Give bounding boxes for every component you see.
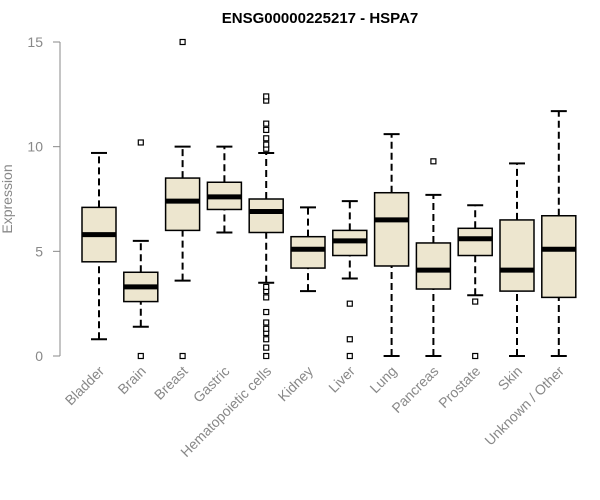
- outlier-point: [179, 38, 186, 46]
- y-axis: 0 5 10 15: [27, 34, 61, 364]
- outlier-point: [472, 298, 479, 305]
- x-tick-label: Unknown / Other: [481, 363, 567, 449]
- y-tick-label: 5: [35, 243, 43, 259]
- box-11: [499, 162, 535, 357]
- outlier-point: [263, 141, 270, 148]
- outlier-point: [263, 308, 270, 316]
- outlier-point: [263, 336, 270, 343]
- x-tick-label: Liver: [325, 363, 358, 396]
- box-9: [415, 158, 452, 357]
- box-5: [248, 93, 284, 360]
- y-tick-label: 15: [27, 34, 43, 50]
- outlier-point: [263, 344, 270, 351]
- outlier-point: [263, 352, 270, 360]
- y-tick-label: 10: [27, 139, 43, 155]
- iqr-box: [290, 235, 326, 269]
- outlier-point: [263, 283, 270, 291]
- iqr-box: [499, 219, 535, 292]
- x-tick-label: Prostate: [435, 363, 483, 411]
- x-tick-label: Breast: [151, 363, 191, 403]
- outlier-point: [346, 300, 353, 307]
- outlier-point: [263, 120, 270, 127]
- box-4: [206, 145, 243, 234]
- x-tick-label: Lung: [366, 363, 399, 396]
- box-3: [164, 38, 201, 360]
- outlier-point: [263, 93, 270, 100]
- outlier-point: [430, 158, 437, 165]
- y-axis-label: Expression: [0, 164, 15, 233]
- box-7: [332, 200, 368, 360]
- outlier-point: [179, 352, 186, 360]
- iqr-box: [457, 227, 493, 257]
- boxes: [81, 38, 577, 360]
- iqr-box: [541, 214, 577, 299]
- outlier-point: [263, 294, 270, 301]
- x-tick-label: Skin: [495, 363, 526, 394]
- iqr-box: [164, 177, 201, 232]
- outlier-point: [263, 319, 270, 326]
- box-2: [123, 139, 159, 360]
- box-10: [457, 204, 493, 360]
- outlier-point: [263, 126, 270, 134]
- outlier-point: [346, 352, 353, 360]
- outlier-point: [472, 352, 479, 360]
- chart-title: ENSG00000225217 - HSPA7: [222, 10, 419, 27]
- box-1: [81, 151, 117, 341]
- outlier-point: [346, 336, 353, 343]
- iqr-box: [415, 242, 452, 290]
- box-6: [290, 206, 326, 293]
- y-tick-label: 0: [35, 348, 43, 364]
- x-tick-label: Bladder: [62, 363, 108, 409]
- x-tick-label: Brain: [114, 363, 148, 397]
- box-8: [373, 133, 410, 357]
- iqr-box: [373, 191, 410, 267]
- box-12: [541, 110, 577, 357]
- outlier-point: [263, 325, 270, 332]
- outlier-point: [137, 352, 144, 360]
- outlier-point: [263, 135, 270, 142]
- iqr-box: [248, 198, 284, 234]
- x-tick-label: Kidney: [275, 363, 317, 405]
- outlier-point: [137, 139, 144, 146]
